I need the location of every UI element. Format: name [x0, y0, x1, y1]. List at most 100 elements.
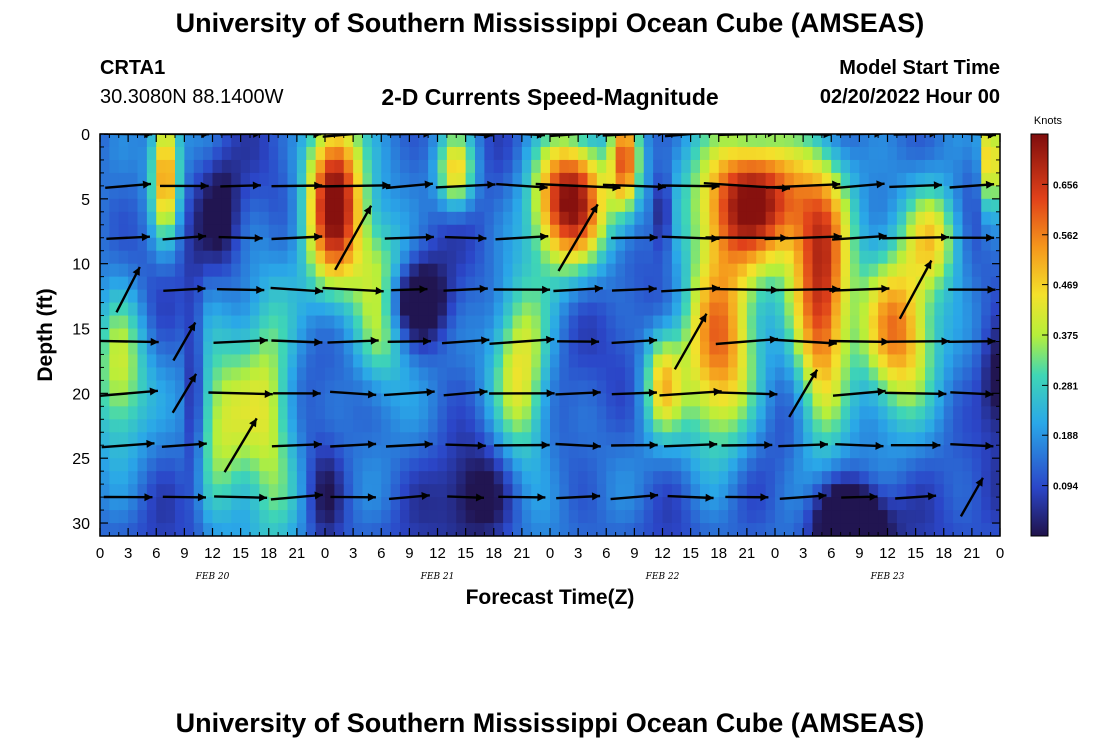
heatmap-cell — [334, 198, 345, 213]
current-vector — [884, 389, 947, 398]
heatmap-cell — [390, 367, 401, 381]
heatmap-cell — [259, 237, 270, 252]
heatmap-cell — [775, 341, 785, 356]
heatmap-cell — [775, 172, 785, 187]
x-tick-label: 9 — [180, 545, 188, 562]
heatmap-cell — [531, 510, 542, 524]
heatmap-cell — [521, 198, 532, 213]
heatmap-cell — [990, 146, 1000, 161]
heatmap-cell — [343, 211, 354, 226]
heatmap-cell — [371, 172, 382, 187]
heatmap-cell — [746, 458, 757, 472]
heatmap-cell — [634, 484, 645, 498]
heatmap-cell — [512, 172, 523, 187]
heatmap-cell — [118, 198, 129, 213]
heatmap-cell — [812, 224, 823, 239]
heatmap-cell — [578, 484, 589, 498]
x-tick-label: 12 — [879, 545, 896, 562]
heatmap-cell — [803, 315, 814, 330]
x-tick-label: 6 — [152, 545, 160, 562]
heatmap-cell — [184, 237, 195, 252]
heatmap-cell — [925, 484, 935, 498]
heatmap-cell — [925, 432, 935, 446]
heatmap-cell — [137, 341, 148, 356]
heatmap-cell — [512, 354, 523, 369]
heatmap-cell — [100, 224, 110, 239]
heatmap-cell — [109, 445, 120, 459]
heatmap-cell — [231, 354, 242, 369]
heatmap-cell — [484, 354, 495, 369]
heatmap-cell — [709, 354, 720, 369]
heatmap-cell — [746, 198, 757, 213]
heatmap-cell — [615, 354, 626, 369]
heatmap-cell — [896, 471, 907, 485]
heatmap-cell — [296, 302, 307, 317]
heatmap-cell — [268, 159, 279, 174]
heatmap-cell — [962, 445, 973, 459]
heatmap-cell — [418, 276, 429, 291]
heatmap-cell — [662, 484, 673, 498]
main-title: University of Southern Mississippi Ocean… — [175, 8, 925, 38]
heatmap-cell — [521, 224, 532, 239]
heatmap-cell — [634, 237, 645, 252]
heatmap-cell — [971, 341, 982, 356]
heatmap-cell — [653, 432, 664, 446]
heatmap-cell — [343, 354, 354, 369]
heatmap-cell — [821, 276, 832, 291]
heatmap-cell — [156, 276, 167, 291]
heatmap-cell — [221, 302, 232, 317]
heatmap-cell — [925, 354, 935, 369]
heatmap-cell — [240, 250, 251, 265]
heatmap-cell — [521, 497, 532, 511]
heatmap-cell — [390, 432, 401, 446]
heatmap-cell — [550, 341, 560, 356]
heatmap-cell — [146, 380, 157, 394]
heatmap-cell — [550, 458, 560, 472]
heatmap-cell — [503, 328, 514, 343]
colorbar-tick-label: 0.281 — [1053, 381, 1078, 392]
heatmap-cell — [353, 510, 364, 524]
heatmap-cell — [653, 458, 664, 472]
heatmap-cell — [643, 367, 654, 381]
heatmap-cell — [118, 276, 129, 291]
heatmap-cell — [137, 159, 148, 174]
heatmap-cell — [587, 432, 598, 446]
heatmap-cell — [671, 198, 682, 213]
heatmap-cell — [296, 432, 307, 446]
heatmap-cell — [943, 380, 954, 394]
heatmap-cell — [990, 419, 1000, 433]
heatmap-cell — [953, 419, 964, 433]
heatmap-cell — [550, 198, 560, 213]
heatmap-cell — [315, 276, 326, 291]
heatmap-cell — [418, 224, 429, 239]
heatmap-cell — [728, 276, 739, 291]
heatmap-cell — [193, 380, 204, 394]
heatmap-cell — [278, 497, 289, 511]
heatmap-cell — [803, 406, 814, 420]
heatmap-cell — [278, 185, 289, 200]
heatmap-cell — [503, 224, 514, 239]
heatmap-cell — [343, 315, 354, 330]
heatmap-cell — [915, 263, 926, 278]
heatmap-cell — [737, 159, 748, 174]
heatmap-cell — [203, 172, 214, 187]
heatmap-cell — [465, 315, 476, 330]
heatmap-cell — [840, 276, 851, 291]
heatmap-cell — [193, 432, 204, 446]
heatmap-cell — [418, 510, 429, 524]
heatmap-cell — [756, 250, 767, 265]
heatmap-cell — [175, 510, 185, 524]
heatmap-cell — [118, 497, 129, 511]
current-vector — [948, 285, 996, 294]
heatmap-cell — [690, 341, 701, 356]
heatmap-cell — [831, 328, 842, 343]
heatmap-cell — [971, 159, 982, 174]
heatmap-cell — [840, 393, 851, 407]
heatmap-cell — [371, 289, 382, 304]
heatmap-cell — [615, 172, 626, 187]
heatmap-cell — [887, 380, 898, 394]
heatmap-cell — [493, 510, 504, 524]
heatmap-cell — [671, 289, 682, 304]
heatmap-cell — [681, 510, 692, 524]
heatmap-cell — [981, 211, 992, 226]
